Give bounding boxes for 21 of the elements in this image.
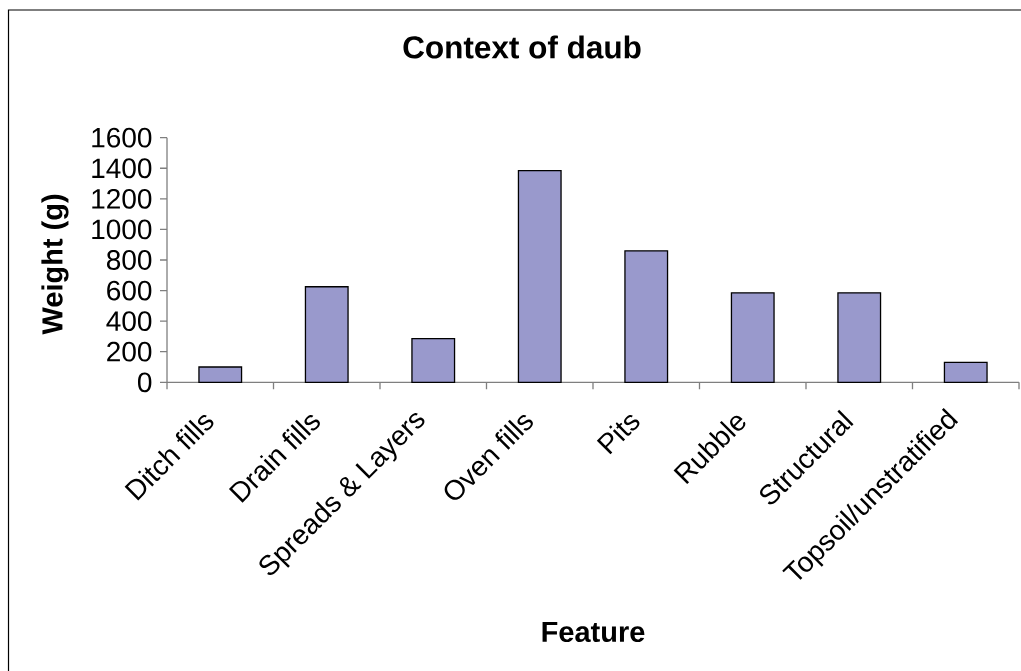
y-tick-label: 200 [107,341,152,362]
bar [730,292,775,383]
y-tick-label: 600 [107,280,152,301]
y-tick-label: 1400 [92,158,152,179]
bar [198,366,243,383]
bar [943,361,988,383]
chart-title: Context of daub [403,35,641,59]
y-tick-label: 0 [138,372,152,393]
bar [837,292,882,383]
y-tick-label: 1200 [92,188,152,209]
y-axis-title: Weight (g) [41,194,69,335]
x-axis-title: Feature [542,621,645,643]
y-tick-label: 1000 [92,219,152,240]
y-tick-label: 1600 [92,127,152,148]
bar [517,169,562,383]
x-tick-label: Pits [596,414,640,455]
y-tick-label: 800 [106,250,152,270]
bar [411,338,456,383]
bar [624,250,669,383]
y-tick-label: 400 [106,311,152,332]
bar [304,286,349,383]
